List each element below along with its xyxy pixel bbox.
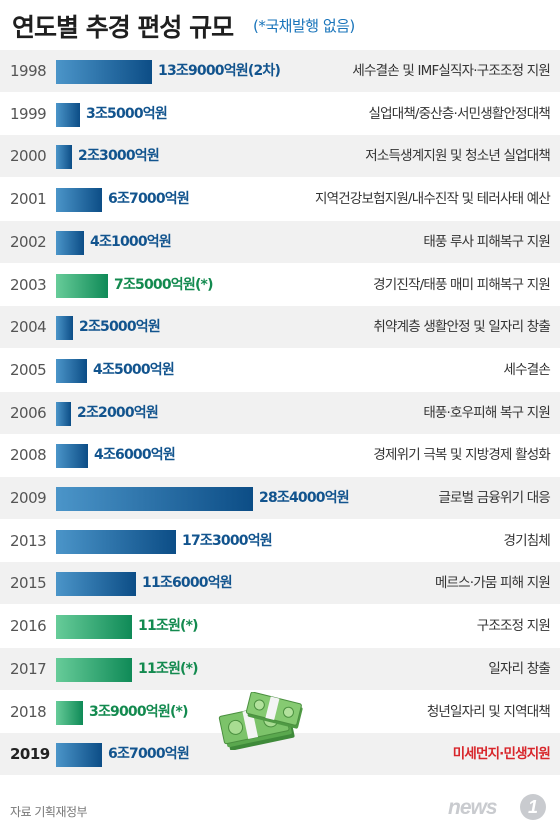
year-label: 2019 — [10, 745, 50, 764]
purpose-label: 미세먼지·민생지원 — [452, 746, 551, 763]
purpose-label: 세수결손 및 IMF실직자·구조조정 지원 — [352, 63, 550, 79]
chart-row-2009: 2009 28조4000억원 글로벌 금융위기 대응 — [0, 477, 560, 519]
logo-text: news — [448, 796, 498, 819]
year-label: 1998 — [10, 62, 47, 80]
chart-row-2016: 2016 11조원(*) 구조조정 지원 — [0, 605, 560, 647]
purpose-label: 경제위기 극복 및 지방경제 활성화 — [373, 447, 550, 464]
value-label: 2조3000억원 — [78, 148, 160, 165]
year-label: 2004 — [10, 318, 47, 337]
purpose-label: 태풍·호우피해 복구 지원 — [423, 404, 550, 421]
bar — [56, 615, 132, 640]
chart-row-2018: 2018 3조9000억원(*) 청년일자리 및 지역대책 — [0, 691, 560, 733]
value-label: 2조2000억원 — [77, 404, 159, 421]
chart-row-1998: 1998 13조9000억원(2차) 세수결손 및 IMF실직자·구조조정 지원 — [0, 50, 560, 92]
bar — [56, 487, 253, 511]
year-label: 2003 — [10, 275, 47, 294]
purpose-label: 경기침체 — [503, 532, 551, 549]
bar — [56, 60, 152, 84]
bar — [56, 657, 132, 682]
chart-row-2015: 2015 11조6000억원 메르스·가뭄 피해 지원 — [0, 562, 560, 605]
bar — [56, 444, 88, 469]
purpose-label: 실업대책/중산층·서민생활안정대책 — [368, 105, 550, 122]
bar — [56, 401, 71, 426]
chart-header: 연도별 추경 편성 규모 (*국채발행 없음) — [0, 0, 560, 50]
purpose-label: 청년일자리 및 지역대책 — [426, 703, 551, 720]
chart-row-2017: 2017 11조원(*) 일자리 창출 — [0, 647, 560, 690]
purpose-label: 글로벌 금융위기 대응 — [438, 490, 550, 506]
chart-row-2006: 2006 2조2000억원 태풍·호우피해 복구 지원 — [0, 391, 560, 434]
bar — [56, 529, 176, 554]
year-label: 2017 — [10, 659, 47, 678]
value-label: 7조5000억원(*) — [114, 276, 213, 293]
value-label: 11조6000억원 — [142, 575, 233, 592]
bar — [56, 700, 83, 725]
value-label: 13조9000억원(2차) — [158, 63, 281, 79]
value-label: 11조원(*) — [138, 618, 199, 635]
value-label: 28조4000억원 — [259, 490, 350, 506]
value-label: 6조7000억원 — [108, 746, 190, 763]
value-label: 3조5000억원 — [86, 105, 168, 122]
purpose-label: 태풍 루사 피해복구 지원 — [423, 233, 550, 250]
value-label: 6조7000억원 — [108, 191, 190, 208]
chart-row-2000: 2000 2조3000억원 저소득생계지원 및 청소년 실업대책 — [0, 135, 560, 178]
year-label: 1999 — [10, 104, 47, 123]
chart-subtitle: (*국채발행 없음) — [253, 17, 355, 35]
bar — [56, 572, 136, 597]
purpose-label: 경기진작/태풍 매미 피해복구 지원 — [373, 276, 551, 293]
purpose-label: 저소득생계지원 및 청소년 실업대책 — [365, 148, 551, 165]
bar — [56, 358, 87, 383]
purpose-label: 지역건강보험지원/내수진작 및 테러사태 예산 — [314, 191, 551, 208]
purpose-label: 구조조정 지원 — [476, 618, 551, 635]
money-stack-icon — [218, 692, 303, 750]
logo-badge: 1 — [520, 794, 546, 820]
bar — [56, 273, 108, 298]
bar — [56, 316, 73, 341]
purpose-label: 일자리 창출 — [488, 660, 550, 677]
value-label: 4조1000억원 — [90, 233, 172, 250]
year-label: 2001 — [10, 190, 47, 209]
chart-row-2005: 2005 4조5000억원 세수결손 — [0, 349, 560, 391]
value-label: 2조5000억원 — [79, 319, 161, 336]
chart-row-2013: 2013 17조3000억원 경기침체 — [0, 520, 560, 562]
chart-row-2003: 2003 7조5000억원(*) 경기진작/태풍 매미 피해복구 지원 — [0, 264, 560, 306]
year-label: 2018 — [10, 702, 47, 721]
value-label: 3조9000억원(*) — [89, 703, 188, 720]
value-label: 4조5000억원 — [93, 361, 175, 378]
value-label: 11조원(*) — [138, 660, 199, 677]
year-label: 2008 — [10, 446, 47, 465]
bar — [56, 102, 80, 127]
chart-row-2004: 2004 2조5000억원 취약계층 생활안정 및 일자리 창출 — [0, 306, 560, 349]
chart-row-2001: 2001 6조7000억원 지역건강보험지원/내수진작 및 테러사태 예산 — [0, 178, 560, 220]
year-label: 2016 — [10, 617, 47, 636]
bar — [56, 188, 102, 213]
chart-row-2002: 2002 4조1000억원 태풍 루사 피해복구 지원 — [0, 220, 560, 263]
year-label: 2006 — [10, 403, 47, 422]
source-note: 자료 기획재정부 — [10, 805, 88, 819]
chart-row-2008: 2008 4조6000억원 경제위기 극복 및 지방경제 활성화 — [0, 434, 560, 476]
value-label: 17조3000억원 — [182, 532, 273, 549]
year-label: 2015 — [10, 574, 47, 593]
purpose-label: 취약계층 생활안정 및 일자리 창출 — [373, 319, 550, 336]
purpose-label: 메르스·가뭄 피해 지원 — [434, 575, 551, 592]
year-label: 2000 — [10, 147, 47, 166]
bar — [56, 743, 102, 768]
chart-title: 연도별 추경 편성 규모 — [12, 13, 234, 42]
bar — [56, 230, 84, 255]
news1-logo: news 1 — [448, 792, 552, 824]
year-label: 2005 — [10, 360, 47, 379]
bar — [56, 145, 72, 170]
purpose-label: 세수결손 — [503, 361, 551, 378]
year-label: 2013 — [10, 531, 47, 550]
chart-row-1999: 1999 3조5000억원 실업대책/중산층·서민생활안정대책 — [0, 93, 560, 135]
year-label: 2009 — [10, 489, 47, 507]
year-label: 2002 — [10, 232, 47, 251]
value-label: 4조6000억원 — [94, 447, 176, 464]
